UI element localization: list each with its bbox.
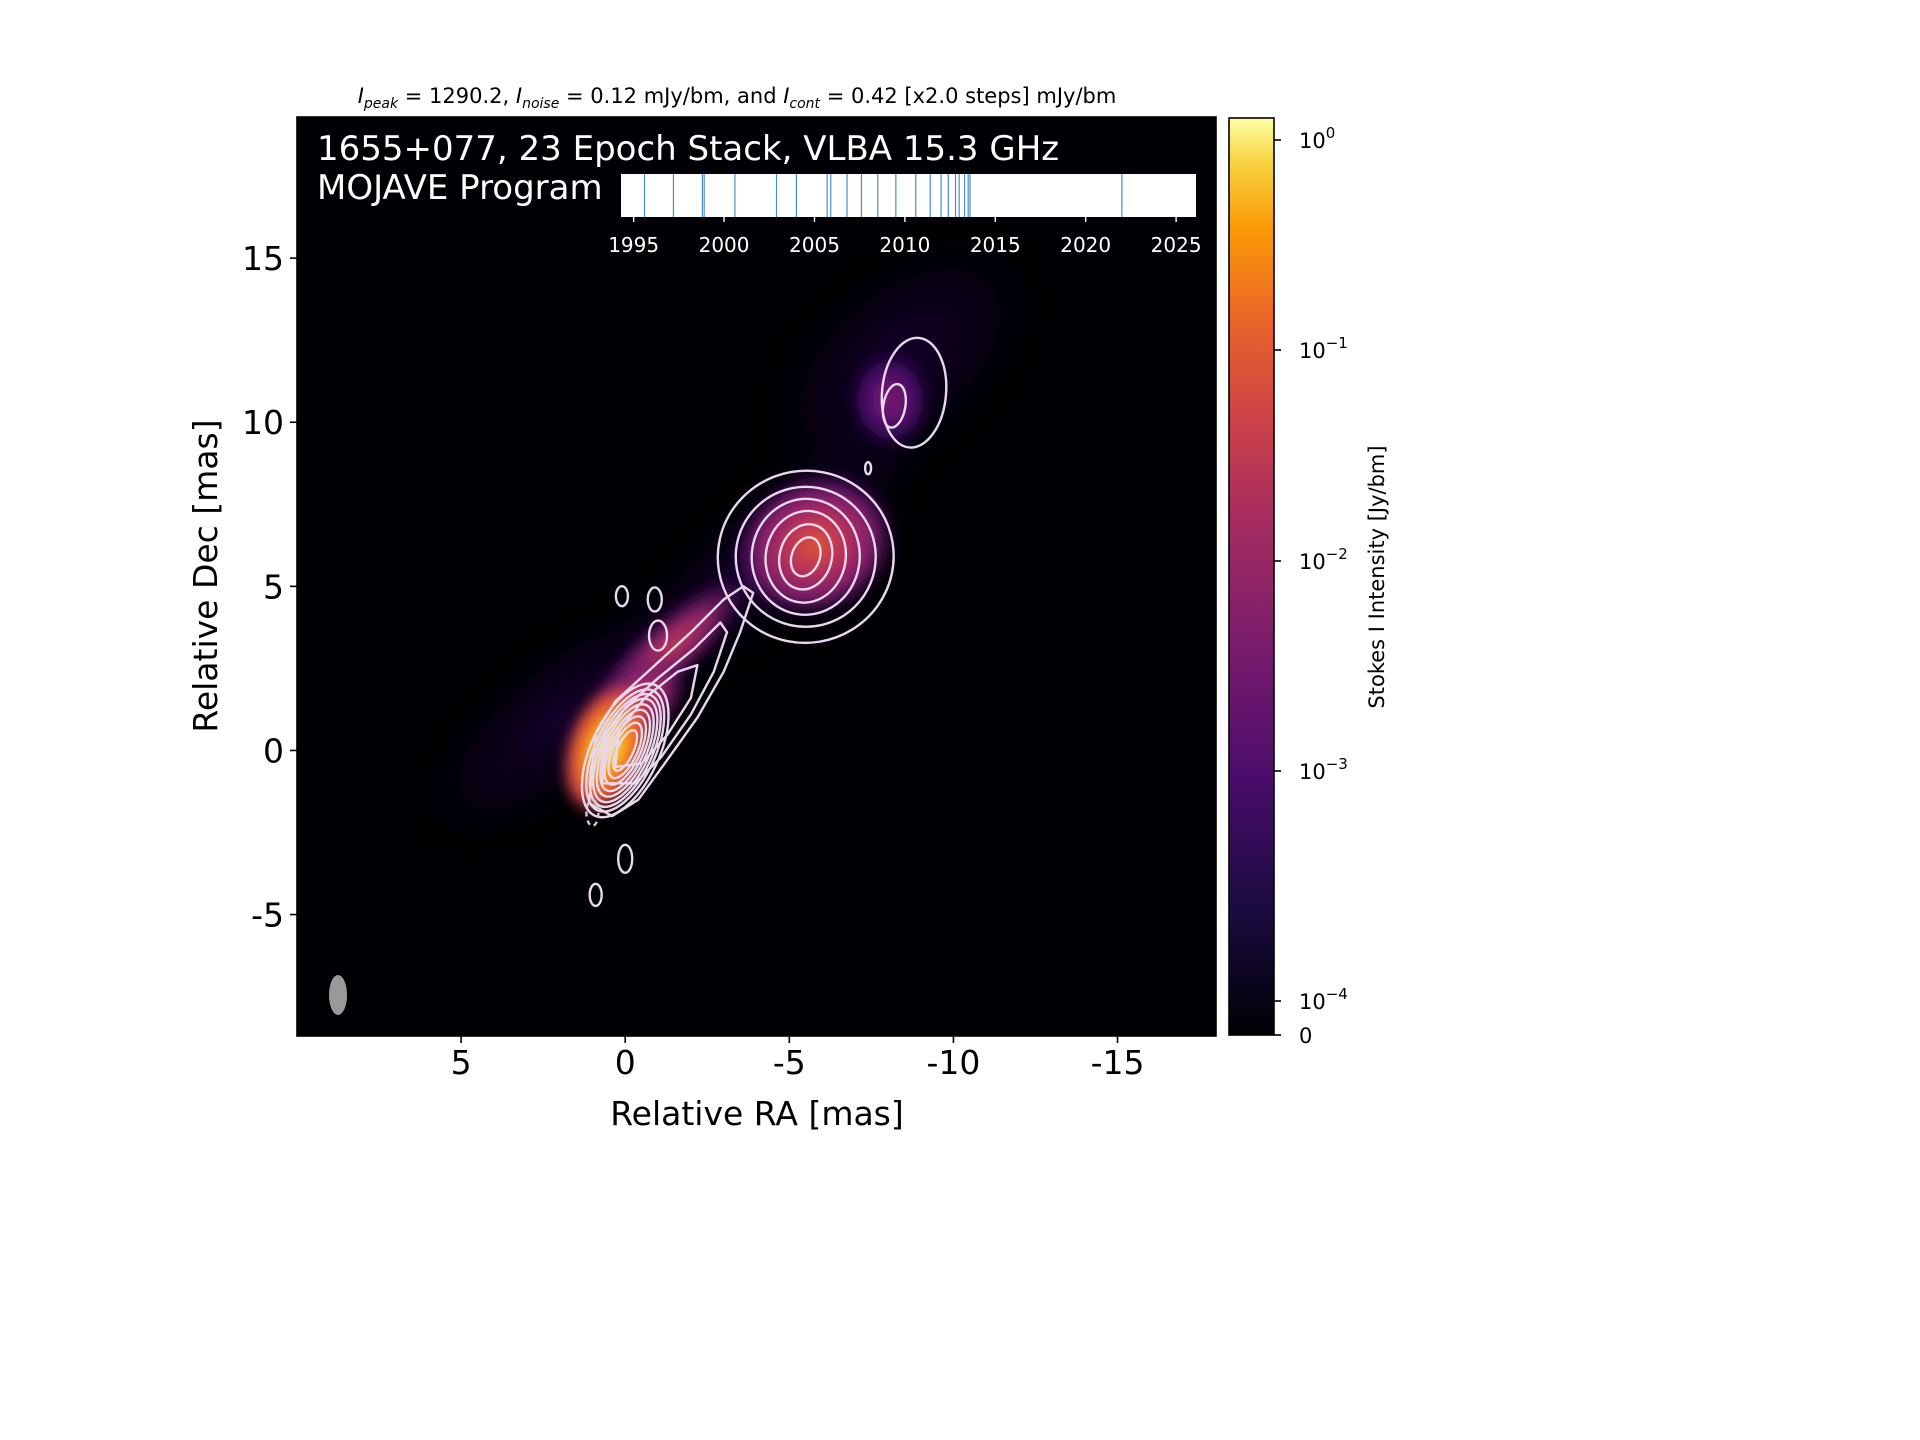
core-contour bbox=[591, 697, 659, 804]
colorbar: 100 10−1 10−2 10−3 10−4 0 Stokes I Intensity … bbox=[1228, 117, 1389, 1048]
knot-contour bbox=[734, 485, 877, 629]
image-title-line2: MOJAVE Program bbox=[317, 168, 603, 208]
y-tick-label: 15 bbox=[242, 239, 284, 278]
epoch-tick-label: 2020 bbox=[1060, 233, 1111, 257]
y-tick-label: 10 bbox=[242, 403, 284, 442]
knot-contour bbox=[716, 469, 895, 645]
x-tick-label: 0 bbox=[615, 1043, 636, 1082]
beam-ellipse bbox=[329, 975, 347, 1015]
lobe-contour bbox=[880, 336, 948, 449]
epoch-tick-label: 1995 bbox=[608, 233, 659, 257]
x-tick-label: 5 bbox=[451, 1043, 472, 1082]
plot-frame bbox=[296, 116, 1217, 1037]
colorbar-tick-label: 10−2 bbox=[1299, 545, 1348, 574]
y-tick-label: 0 bbox=[263, 731, 284, 770]
epoch-tick-label: 2005 bbox=[789, 233, 840, 257]
epoch-tick-label: 2000 bbox=[699, 233, 750, 257]
colorbar-tick-label: 10−3 bbox=[1299, 755, 1348, 784]
jet-contour-inner bbox=[614, 663, 699, 769]
contour-lines bbox=[580, 336, 948, 908]
epoch-lines bbox=[643, 174, 1123, 217]
island-contour bbox=[647, 619, 669, 652]
island-contour bbox=[617, 843, 634, 874]
knot-contour bbox=[750, 497, 861, 616]
core-contour bbox=[599, 708, 652, 793]
colorbar-tick-label: 100 bbox=[1299, 124, 1335, 153]
plot-area bbox=[297, 117, 1216, 1036]
core-contour bbox=[607, 721, 644, 780]
knot-contour bbox=[764, 509, 848, 604]
y-tick-label: 5 bbox=[263, 567, 284, 606]
colorbar-tick-label: 10−4 bbox=[1299, 985, 1348, 1014]
jet-contour-mid bbox=[601, 621, 729, 785]
epoch-timeline: 1995 2000 2005 2010 2015 2020 2025 bbox=[608, 174, 1202, 257]
x-tick-label: -10 bbox=[926, 1043, 980, 1082]
lobe-contour bbox=[881, 382, 908, 429]
y-axis-ticks: 15 10 5 0 -5 bbox=[242, 239, 297, 935]
colorbar-ticks: 100 10−1 10−2 10−3 10−4 0 bbox=[1274, 124, 1348, 1048]
knot-contour bbox=[789, 536, 822, 578]
knot-contour bbox=[778, 523, 834, 591]
x-tick-label: -5 bbox=[773, 1043, 806, 1082]
x-axis-label: Relative RA [mas] bbox=[610, 1094, 904, 1133]
island-contour bbox=[588, 882, 603, 908]
island-contour bbox=[863, 460, 873, 476]
epoch-tick-label: 2010 bbox=[879, 233, 930, 257]
epoch-timeline-box bbox=[621, 174, 1196, 217]
image-title-line1: 1655+077, 23 Epoch Stack, VLBA 15.3 GHz bbox=[317, 129, 1059, 169]
colorbar-gradient bbox=[1228, 117, 1275, 1036]
colorbar-tick-label: 0 bbox=[1299, 1024, 1312, 1048]
y-tick-label: -5 bbox=[251, 896, 284, 935]
island-contour bbox=[614, 584, 630, 608]
y-axis-label: Relative Dec [mas] bbox=[186, 419, 225, 732]
core-contour bbox=[588, 692, 662, 809]
outer-lobe-emission bbox=[848, 350, 932, 450]
colorbar-tick-label: 10−1 bbox=[1299, 334, 1348, 363]
island-contour bbox=[646, 586, 663, 613]
negative-contour bbox=[585, 798, 600, 828]
epoch-tick-label: 2025 bbox=[1151, 233, 1202, 257]
x-axis-ticks: 5 0 -5 -10 -15 bbox=[451, 1036, 1145, 1082]
epoch-tick-label: 2015 bbox=[970, 233, 1021, 257]
chart-header-stats: Ipeak = 1290.2, Inoise = 0.12 mJy/bm, an… bbox=[358, 84, 1117, 112]
epoch-axis-ticks: 1995 2000 2005 2010 2015 2020 2025 bbox=[608, 217, 1202, 257]
jet-contour-outer bbox=[587, 585, 755, 818]
colorbar-label: Stokes I Intensity [Jy/bm] bbox=[1365, 445, 1389, 708]
x-tick-label: -15 bbox=[1091, 1043, 1145, 1082]
